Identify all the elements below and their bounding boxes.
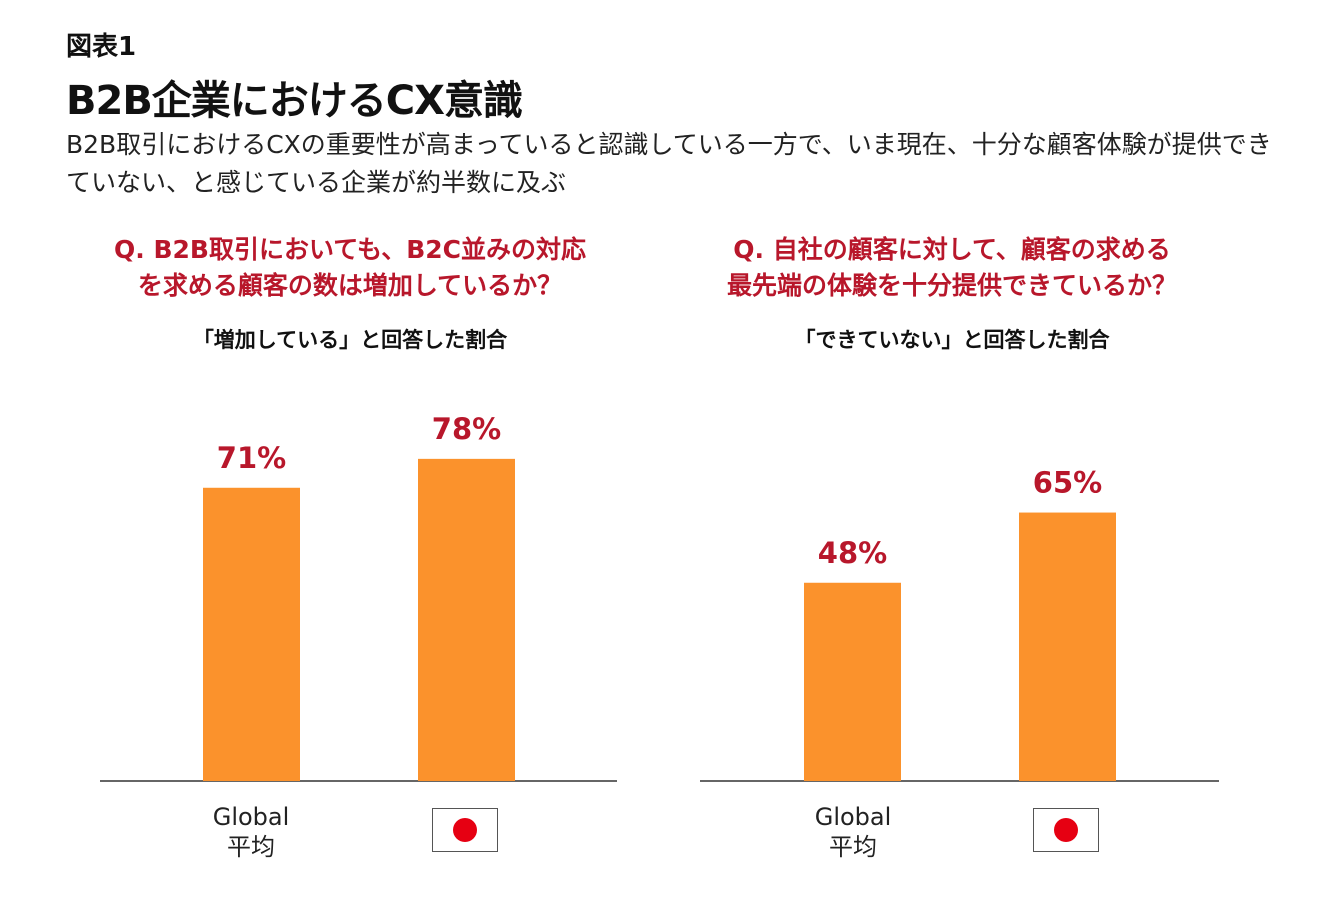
bar-global	[804, 582, 901, 781]
figure-label: 図表1	[66, 32, 137, 62]
bar-japan	[1019, 512, 1116, 781]
x-label-global-sub: 平均	[227, 833, 275, 861]
x-label-global-text: Global	[814, 803, 892, 831]
bar-value-label: 65%	[1033, 466, 1102, 500]
x-label-global-text: Global	[212, 803, 290, 831]
japan-flag-icon	[432, 808, 498, 852]
chart-panel-right: Q. 自社の顧客に対して、顧客の求める 最先端の体験を十分提供できているか？ 「…	[672, 232, 1232, 354]
chart-question-right: Q. 自社の顧客に対して、顧客の求める 最先端の体験を十分提供できているか？	[672, 232, 1232, 304]
question-line: 最先端の体験を十分提供できているか？	[726, 271, 1177, 300]
x-label-global-right: Global 平均	[783, 802, 923, 862]
question-line: Q. B2B取引においても、B2C並みの対応	[113, 235, 586, 264]
bar-global	[203, 487, 300, 781]
chart-question-left: Q. B2B取引においても、B2C並みの対応 を求める顧客の数は増加しているか？	[70, 232, 630, 304]
japan-flag-icon	[1033, 808, 1099, 852]
page-subtitle: B2B取引におけるCXの重要性が高まっていると認識している一方で、いま現在、十分…	[66, 130, 1272, 197]
page-title: B2B企業におけるCX意識	[66, 78, 523, 124]
flag-circle	[453, 818, 477, 842]
bar-japan	[418, 458, 515, 781]
question-line: Q. 自社の顧客に対して、顧客の求める	[733, 235, 1171, 264]
chart-panel-left: Q. B2B取引においても、B2C並みの対応 を求める顧客の数は増加しているか？…	[70, 232, 630, 354]
question-line: を求める顧客の数は増加しているか？	[137, 271, 563, 300]
x-label-global-left: Global 平均	[181, 802, 321, 862]
chart-measure-left: 「増加している」と回答した割合	[192, 328, 508, 352]
x-label-global-sub: 平均	[829, 833, 877, 861]
bar-value-label: 71%	[217, 441, 286, 475]
bar-value-label: 48%	[818, 536, 887, 570]
chart-measure-right: 「できていない」と回答した割合	[794, 328, 1110, 352]
flag-circle	[1054, 818, 1078, 842]
bar-value-label: 78%	[432, 412, 501, 446]
